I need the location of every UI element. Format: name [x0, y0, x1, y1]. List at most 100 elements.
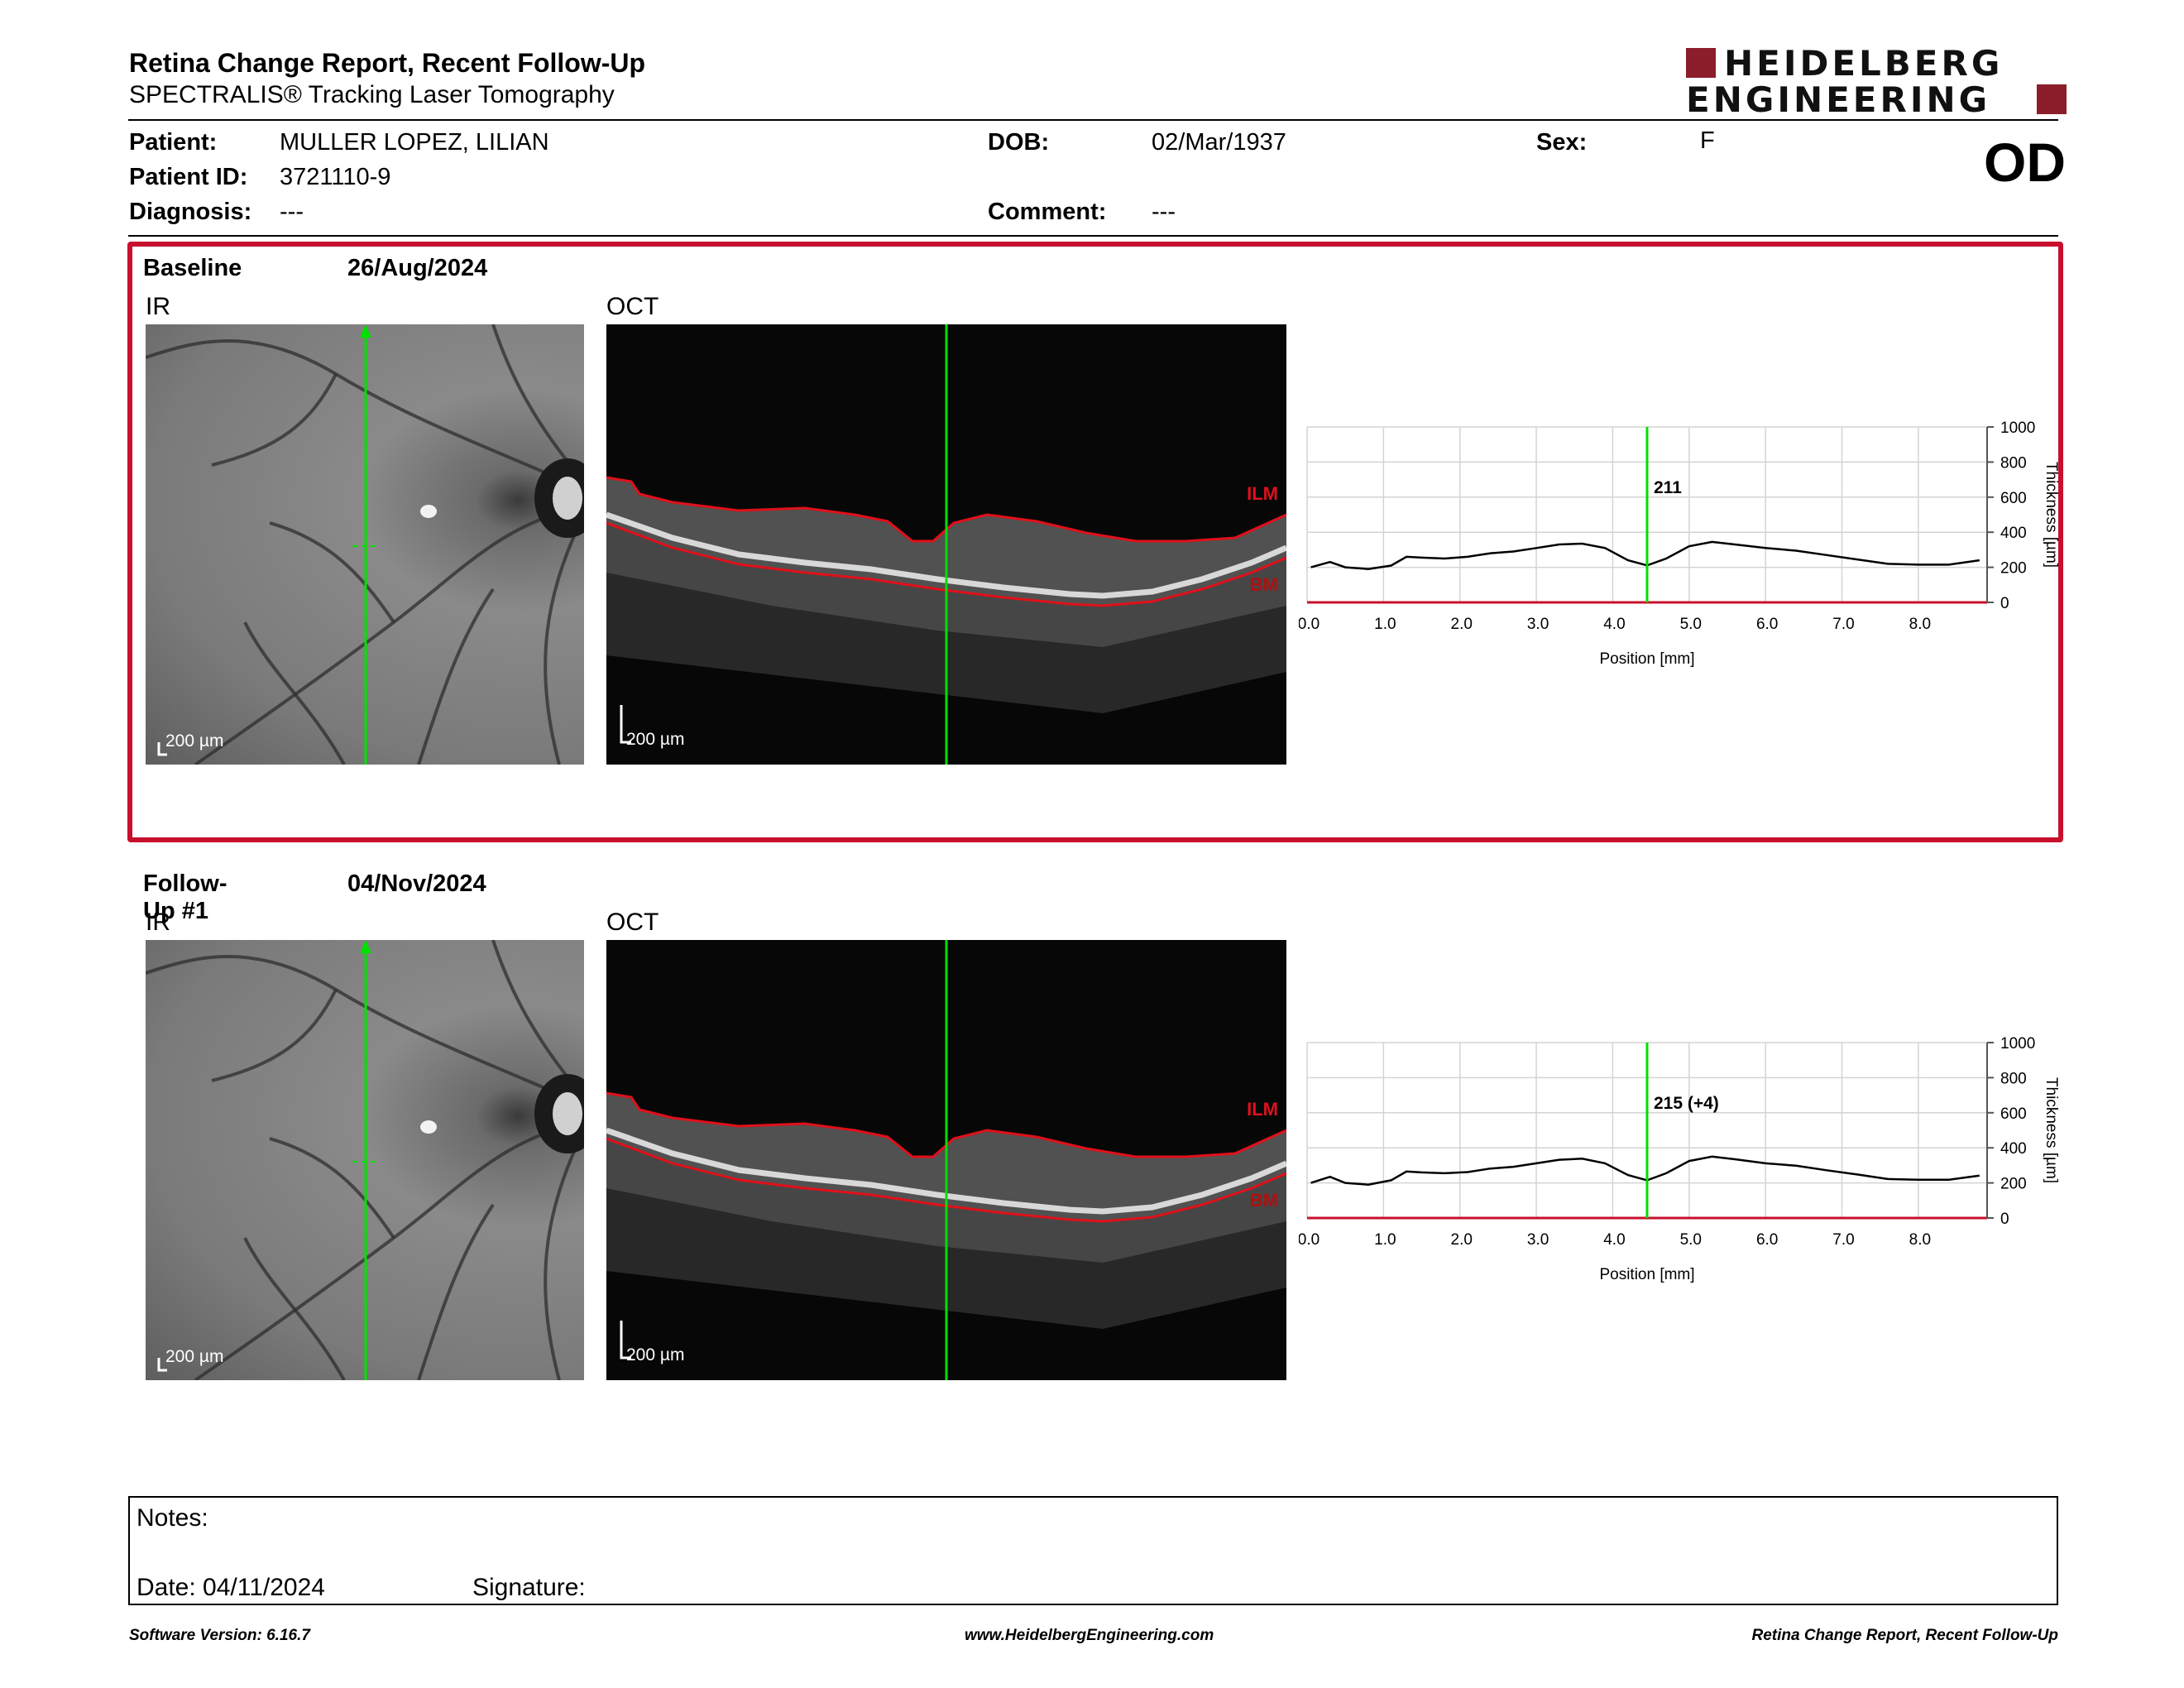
ir-scale-label: 200 µm [165, 1347, 224, 1366]
x-tick-label: 6.0 [1756, 616, 1778, 633]
notes-date: Date: 04/11/2024 [136, 1574, 325, 1601]
ir-fundus-image: 200 µm [146, 324, 584, 765]
x-tick-label: 5.0 [1680, 1231, 1702, 1249]
thickness-chart: 0.0 1.0 2.0 3.0 4.0 5.0 6.0 7.0 8.0 0 200 400 600 800… [1298, 1028, 2076, 1297]
patient-id-label: Patient ID: [129, 164, 248, 190]
report-subtitle: SPECTRALIS® Tracking Laser Tomography [129, 81, 615, 108]
x-tick-label: 4.0 [1603, 616, 1625, 633]
x-tick-label: 1.0 [1374, 616, 1396, 633]
retinal-vessel [544, 514, 584, 765]
x-axis-title: Position [mm] [1599, 650, 1694, 668]
x-tick-label: 4.0 [1603, 1231, 1625, 1249]
x-axis-title: Position [mm] [1599, 1266, 1694, 1283]
scan-direction-arrow [360, 324, 371, 338]
exam-date: 04/Nov/2024 [347, 870, 486, 897]
patient-label: Patient: [129, 129, 218, 156]
y-tick-label: 0 [2000, 1211, 2009, 1228]
x-tick-label: 3.0 [1527, 1231, 1549, 1249]
reflex-spot [420, 505, 437, 518]
logo-line-2: ENGINEERING [1686, 79, 1991, 120]
retinal-vessel [194, 505, 584, 765]
oct-bscan-image: ILM BM 200 µm [606, 324, 1286, 765]
thickness-series-line [1310, 540, 1980, 570]
retinal-vessel [243, 621, 346, 765]
retinal-vessel [146, 339, 584, 492]
retinal-vessel [243, 1237, 346, 1380]
x-tick-label: 8.0 [1909, 1231, 1931, 1249]
scan-direction-arrow [360, 940, 371, 953]
baseline-highlight-box [127, 242, 2063, 842]
x-tick-label: 3.0 [1527, 616, 1549, 633]
x-tick-label: 2.0 [1451, 1231, 1473, 1249]
thickness-chart: 0.0 1.0 2.0 3.0 4.0 5.0 6.0 7.0 8.0 0 200 400 600 800… [1298, 412, 2076, 681]
exam-label: Follow-Up #1 [143, 870, 228, 924]
reflex-spot [420, 1120, 437, 1134]
y-tick-label: 0 [2000, 595, 2009, 612]
y-tick-label: 600 [2000, 1105, 2027, 1123]
diagnosis-label: Diagnosis: [129, 199, 252, 225]
y-axis-title: Thickness [µm] [2043, 462, 2060, 568]
oct-bscan-image: ILM BM 200 µm [606, 940, 1286, 1380]
logo-square-bottom [2037, 84, 2067, 114]
bm-label: BM [1250, 574, 1278, 595]
rpe-band [606, 511, 1286, 599]
retinal-vessel [194, 1120, 584, 1380]
rpe-band [606, 1127, 1286, 1215]
oct-scale-label: 200 µm [626, 730, 685, 749]
bm-label: BM [1250, 1190, 1278, 1211]
footer-software-version: Software Version: 6.16.7 [129, 1627, 310, 1644]
x-tick-label: 6.0 [1756, 1231, 1778, 1249]
x-tick-label: 0.0 [1299, 616, 1320, 633]
retinal-vessel [146, 955, 584, 1107]
notes-box: Notes: Date: 04/11/2024 Signature: [128, 1496, 2058, 1605]
ir-scale-label: 200 µm [165, 731, 224, 750]
ir-fundus-image: 200 µm [146, 940, 584, 1380]
retinal-vessel [417, 587, 495, 765]
y-tick-label: 1000 [2000, 420, 2035, 437]
patient-id: 3721110-9 [280, 164, 391, 190]
retinal-vessel [211, 989, 338, 1082]
y-tick-label: 800 [2000, 454, 2027, 472]
ir-scale-bar [157, 1358, 167, 1372]
y-tick-label: 600 [2000, 490, 2027, 507]
dob-label: DOB: [988, 129, 1050, 156]
ilm-boundary [606, 1091, 1286, 1158]
x-tick-label: 7.0 [1832, 616, 1854, 633]
optic-disc-cup [553, 1092, 582, 1135]
comment-label: Comment: [988, 199, 1107, 225]
y-tick-label: 800 [2000, 1070, 2027, 1087]
notes-label: Notes: [136, 1504, 208, 1532]
exam-label: Baseline [143, 255, 242, 281]
retinal-vessel [417, 1203, 495, 1380]
x-tick-label: 7.0 [1832, 1231, 1854, 1249]
report-title: Retina Change Report, Recent Follow-Up [129, 48, 646, 78]
footer-report-name: Retina Change Report, Recent Follow-Up [1751, 1627, 2058, 1644]
dob-value: 02/Mar/1937 [1152, 129, 1286, 156]
y-axis-title: Thickness [µm] [2043, 1077, 2060, 1183]
bm-boundary [606, 1137, 1286, 1223]
x-tick-label: 8.0 [1909, 616, 1931, 633]
oct-scale-bar [620, 705, 631, 744]
retinal-vessel [544, 1129, 584, 1380]
x-tick-label: 5.0 [1680, 616, 1702, 633]
oct-scale-label: 200 µm [626, 1345, 685, 1364]
patient-name: MULLER LOPEZ, LILIAN [280, 129, 549, 156]
retinal-vessel [211, 373, 338, 467]
optic-disc-cup [553, 477, 582, 520]
heidelberg-logo: HEIDELBERG ENGINEERING [1686, 46, 2067, 117]
y-tick-label: 400 [2000, 1140, 2027, 1158]
patient-rule [128, 235, 2058, 237]
diagnosis-value: --- [280, 199, 304, 225]
eye-indicator: OD [1984, 132, 2066, 193]
marker-value-label: 215 (+4) [1654, 1094, 1719, 1113]
x-tick-label: 0.0 [1299, 1231, 1320, 1249]
footer-website: www.HeidelbergEngineering.com [965, 1627, 1214, 1644]
retinal-vessel [269, 521, 395, 624]
notes-signature: Signature: [472, 1574, 586, 1601]
sex-value: F [1700, 127, 1715, 154]
comment-value: --- [1152, 199, 1176, 225]
x-tick-label: 1.0 [1374, 1231, 1396, 1249]
exam-date: 26/Aug/2024 [347, 255, 488, 281]
x-tick-label: 2.0 [1451, 616, 1473, 633]
y-tick-label: 200 [2000, 560, 2027, 578]
